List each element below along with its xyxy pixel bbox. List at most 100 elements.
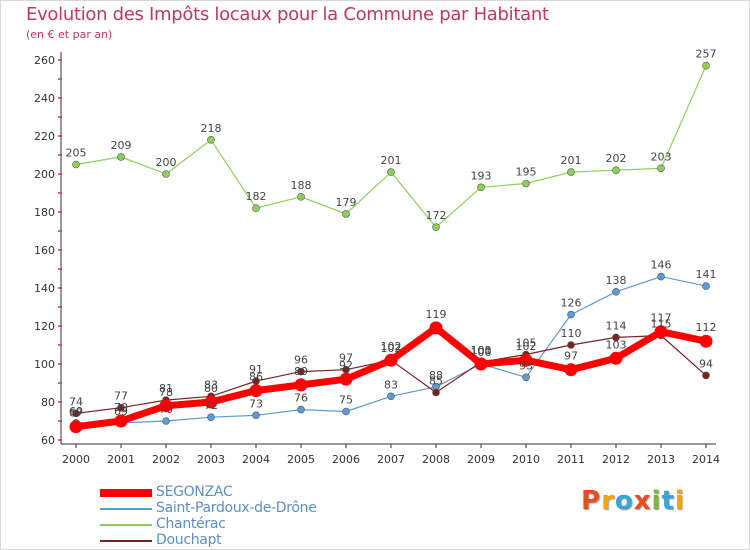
y-tick-label: 140 [34,282,55,295]
data-label: 126 [561,297,582,310]
legend-label: Chantérac [156,516,226,532]
logo-letter: P [581,486,602,516]
data-point [207,136,215,144]
data-label: 141 [696,268,717,281]
data-label: 146 [651,259,672,272]
legend-label: Saint-Pardoux-de-Drône [156,500,317,516]
x-tick-label: 2010 [512,453,540,466]
data-point [342,407,350,416]
x-tick-label: 2002 [152,453,180,466]
data-label: 257 [696,48,717,61]
data-label: 201 [381,154,402,167]
data-label: 205 [66,147,87,160]
data-label: 115 [651,318,672,331]
y-tick-label: 120 [34,320,55,333]
y-tick-label: 260 [34,54,55,67]
data-label: 188 [291,179,312,192]
data-point [522,373,530,382]
data-point [342,210,350,218]
data-point [522,179,530,188]
data-point [699,334,713,348]
data-label: 200 [156,156,177,169]
data-point [162,170,170,178]
data-point [567,310,575,319]
data-point [612,166,620,174]
data-label: 218 [201,122,222,135]
data-label: 112 [696,321,717,334]
data-label: 80 [204,382,218,395]
data-label: 73 [249,397,263,410]
x-tick-label: 2005 [287,453,315,466]
data-label: 182 [246,190,267,203]
data-label: 83 [384,378,398,391]
x-tick-label: 2013 [647,453,675,466]
data-label: 101 [471,344,492,357]
data-label: 102 [381,342,402,355]
data-point [702,61,710,70]
data-point [69,420,83,434]
data-point [387,168,395,176]
data-label: 88 [429,369,443,382]
data-label: 179 [336,196,357,209]
data-label: 94 [699,357,713,370]
x-tick-label: 2000 [62,453,90,466]
data-label: 203 [651,150,672,163]
data-point [477,183,485,192]
data-label: 77 [114,390,128,403]
data-point [429,321,443,335]
data-label: 91 [249,363,263,376]
legend-swatch [100,507,152,511]
data-label: 83 [204,378,218,391]
data-point [339,372,353,386]
legend-label: SEGONZAC [156,484,233,500]
legend-swatch [100,539,152,543]
x-tick-label: 2009 [467,453,495,466]
data-label: 172 [426,209,447,222]
y-tick-label: 160 [34,244,55,257]
data-label: 93 [519,359,533,372]
data-label: 69 [69,405,83,418]
data-point [114,414,128,428]
data-point [252,411,260,420]
data-label: 102 [381,340,402,353]
data-point [657,164,665,173]
data-label: 97 [339,352,353,365]
data-point [297,405,305,414]
data-point [297,193,305,201]
series-line-Chantérac [75,65,707,228]
legend-swatch [100,489,152,497]
data-point [654,325,668,339]
data-point [204,395,218,409]
data-point [384,353,398,367]
data-point [297,367,305,376]
data-point [162,417,170,425]
data-label: 105 [516,337,537,350]
data-label: 100 [471,346,492,359]
data-point [612,333,620,342]
data-label: 76 [294,392,308,405]
data-label: 103 [606,338,627,351]
data-point [519,353,533,367]
data-label: 67 [69,407,83,420]
data-label: 195 [516,166,537,179]
y-tick-label: 80 [41,396,55,409]
legend-label: Douchapt [156,532,222,548]
data-label: 117 [651,312,672,325]
data-point [249,384,263,398]
chart-title: Evolution des Impôts locaux pour la Comm… [26,4,549,25]
x-tick-label: 2003 [197,453,225,466]
data-label: 89 [294,365,308,378]
logo-letter: r [601,486,615,516]
x-tick-label: 2008 [422,453,450,466]
data-label: 100 [471,344,492,357]
legend-swatch [100,523,152,527]
data-point [159,399,173,413]
data-label: 202 [606,152,627,165]
chart-subtitle: (en € et par an) [26,28,113,41]
data-point [432,223,440,231]
logo-letter: i [674,486,685,516]
data-label: 209 [111,139,132,152]
data-label: 201 [561,154,582,167]
logo-letter: t [661,486,675,516]
